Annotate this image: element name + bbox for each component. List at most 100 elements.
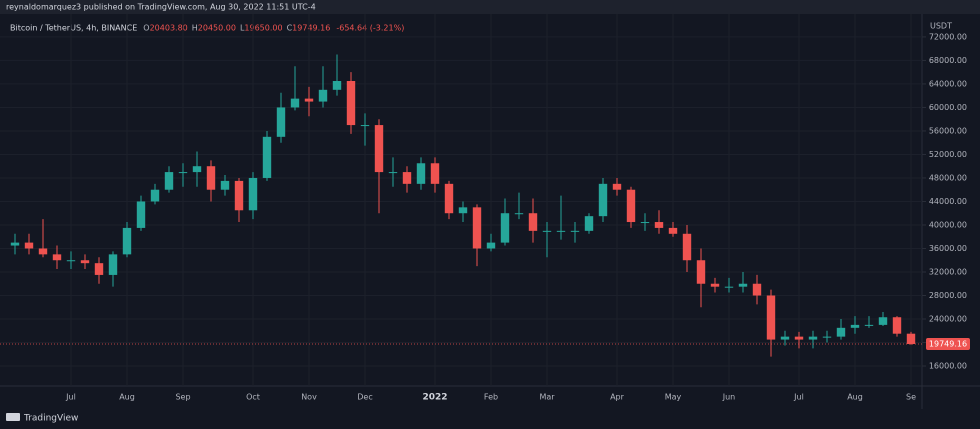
candle-body — [472, 207, 482, 249]
x-tick-label: Mar — [539, 393, 555, 402]
legend-key: C — [287, 24, 293, 33]
x-tick-label: 2022 — [422, 393, 447, 403]
candle-body — [864, 324, 874, 326]
legend-key: O — [143, 24, 149, 33]
candle-body — [38, 248, 48, 255]
candle-body — [696, 260, 706, 284]
y-tick-label: 56000.00 — [929, 126, 967, 135]
candle-body — [206, 166, 216, 190]
candle-body — [234, 180, 244, 211]
currency-label: USDT — [930, 22, 952, 31]
candle-body — [346, 80, 356, 126]
candle-body — [430, 163, 440, 184]
candle-body — [612, 183, 622, 190]
y-tick-label: 40000.00 — [929, 220, 967, 229]
legend-key: L — [240, 24, 245, 33]
candle-body — [374, 125, 384, 173]
candle-body — [276, 107, 286, 137]
candle-body — [668, 227, 678, 234]
x-tick-label: Jul — [65, 393, 76, 402]
x-tick-label: Jul — [793, 393, 804, 402]
header-bar — [0, 0, 980, 14]
candle-body — [66, 260, 76, 262]
candle-body — [640, 222, 650, 224]
candle-body — [80, 260, 90, 264]
candle-body — [360, 125, 370, 127]
y-tick-label: 52000.00 — [929, 150, 967, 159]
candle-body — [836, 327, 846, 337]
publisher-text: reynaldomarquez3 published on TradingVie… — [6, 3, 316, 12]
candle-body — [402, 172, 412, 184]
candle-body — [892, 317, 902, 334]
candle-body — [850, 324, 860, 328]
candle-body — [654, 222, 664, 228]
x-tick-label: Oct — [246, 393, 260, 402]
candle-body — [24, 242, 34, 249]
legend-value: 19650.00 — [244, 24, 282, 33]
candle-body — [262, 136, 272, 178]
y-tick-label: 64000.00 — [929, 79, 967, 88]
y-tick-label: 72000.00 — [929, 32, 967, 41]
candle-body — [332, 80, 342, 90]
candle-body — [724, 286, 734, 288]
candle-body — [388, 172, 398, 174]
y-tick-label: 48000.00 — [929, 173, 967, 182]
x-tick-label: Se — [906, 393, 916, 402]
footer-bar — [0, 409, 980, 429]
candle-body — [710, 283, 720, 287]
x-tick-label: Nov — [301, 393, 317, 402]
candle-body — [878, 317, 888, 325]
candle-body — [10, 242, 20, 246]
candle-body — [164, 172, 174, 190]
candle-body — [150, 189, 160, 202]
x-tick-label: Feb — [484, 393, 498, 402]
candle-body — [598, 183, 608, 217]
candle-body — [136, 201, 146, 228]
candle-body — [752, 283, 762, 296]
legend-value: 19749.16 — [292, 24, 330, 33]
candle-body — [906, 333, 916, 344]
x-tick-label: Jun — [722, 393, 736, 402]
legend-title: Bitcoin / TetherUS, 4h, BINANCE — [10, 24, 137, 33]
candle-body — [794, 336, 804, 340]
y-tick-label: 68000.00 — [929, 56, 967, 65]
candle-body — [192, 166, 202, 173]
candle-body — [626, 189, 636, 223]
x-tick-label: Sep — [175, 393, 190, 402]
legend-key: H — [192, 24, 198, 33]
candle-body — [458, 207, 468, 214]
candle-body — [528, 213, 538, 231]
brand-logo — [6, 413, 20, 421]
y-tick-label: 28000.00 — [929, 291, 967, 300]
x-tick-label: May — [665, 393, 682, 402]
candle-body — [766, 295, 776, 340]
y-tick-label: 36000.00 — [929, 244, 967, 253]
candle-body — [822, 336, 832, 338]
y-tick-label: 44000.00 — [929, 197, 967, 206]
candle-body — [290, 98, 300, 108]
y-tick-label: 16000.00 — [929, 362, 967, 371]
candle-body — [780, 336, 790, 340]
legend-value: 20403.80 — [150, 24, 188, 33]
candle-body — [220, 180, 230, 190]
candle-body — [416, 163, 426, 184]
candle-body — [514, 213, 524, 215]
brand-text: TradingView — [23, 414, 78, 424]
x-tick-label: Apr — [610, 393, 625, 402]
candle-body — [444, 183, 454, 214]
candle-body — [682, 233, 692, 261]
candle-body — [808, 336, 818, 340]
y-tick-label: 32000.00 — [929, 267, 967, 276]
candle-body — [556, 230, 566, 232]
y-tick-label: 60000.00 — [929, 103, 967, 112]
candle-body — [486, 242, 496, 249]
candle-body — [738, 283, 748, 287]
y-tick-label: 24000.00 — [929, 315, 967, 324]
candle-body — [500, 213, 510, 243]
x-tick-label: Aug — [119, 393, 135, 402]
candle-body — [178, 172, 188, 174]
candle-body — [108, 254, 118, 275]
candle-body — [94, 263, 104, 275]
